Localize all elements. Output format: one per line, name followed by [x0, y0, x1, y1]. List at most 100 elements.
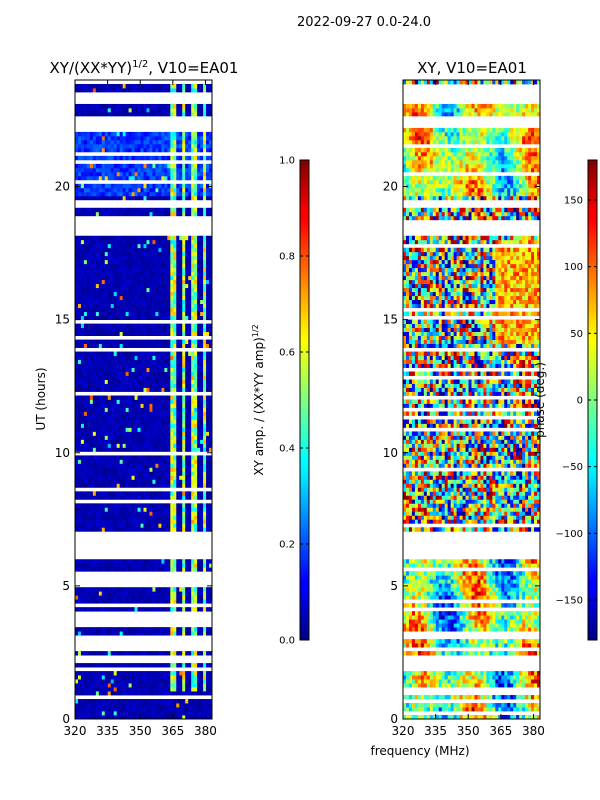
heatmap-cell [134, 367, 138, 372]
heatmap-cell [143, 251, 147, 257]
heatmap-cell [140, 699, 144, 704]
heatmap-cell [107, 483, 112, 488]
heatmap-cell [131, 251, 135, 257]
heatmap-cell [107, 107, 112, 113]
heatmap-cell [182, 143, 186, 149]
heatmap-cell [188, 515, 192, 520]
heatmap-cell [197, 471, 201, 476]
heatmap-cell [185, 475, 189, 480]
heatmap-cell [179, 191, 183, 197]
heatmap-cell [164, 563, 168, 568]
heatmap-cell [170, 431, 174, 436]
heatmap-cell [161, 515, 165, 520]
heatmap-cell [89, 491, 94, 496]
heatmap-cell [200, 171, 204, 177]
heatmap-cell [191, 167, 195, 173]
heatmap-cell [95, 443, 100, 448]
heatmap-cell [80, 467, 85, 472]
heatmap-cell [206, 263, 210, 269]
heatmap-cell [113, 427, 118, 432]
heatmap-cell [137, 131, 141, 137]
heatmap-cell [86, 491, 91, 496]
heatmap-cell [110, 651, 115, 656]
heatmap-cell [75, 315, 79, 321]
heatmap-cell [83, 259, 88, 265]
heatmap-cell [140, 563, 144, 568]
heatmap-cell [185, 343, 189, 348]
heatmap-cell [182, 519, 186, 524]
heatmap-cell [167, 671, 171, 676]
heatmap-cell [209, 407, 212, 412]
heatmap-cell [155, 471, 159, 476]
heatmap-cell [182, 503, 186, 508]
heatmap-cell [83, 471, 88, 476]
heatmap-cell [197, 523, 201, 528]
heatmap-cell [173, 599, 177, 604]
heatmap-cell [92, 455, 97, 460]
heatmap-cell [122, 331, 127, 336]
heatmap-cell [101, 395, 106, 400]
heatmap-cell [83, 463, 88, 468]
heatmap-cell [80, 675, 85, 680]
heatmap-cell [125, 591, 130, 596]
heatmap-cell [122, 491, 127, 496]
heatmap-cell [95, 379, 100, 384]
heatmap-cell [167, 443, 171, 448]
heatmap-cell [107, 163, 112, 169]
heatmap-cell [206, 163, 210, 169]
heatmap-cell [83, 191, 88, 197]
heatmap-cell [101, 207, 106, 213]
heatmap-cell [140, 295, 144, 301]
heatmap-cell [137, 591, 141, 596]
heatmap-cell [188, 291, 192, 297]
heatmap-cell [197, 367, 201, 372]
heatmap-cell [206, 243, 210, 249]
heatmap-cell [206, 687, 210, 692]
heatmap-cell [89, 459, 94, 464]
heatmap-cell [131, 147, 135, 153]
heatmap-cell [173, 323, 177, 329]
heatmap-cell [161, 651, 165, 656]
heatmap-cell [131, 155, 135, 161]
heatmap-cell [128, 663, 132, 668]
heatmap-cell [140, 431, 144, 436]
heatmap-cell [182, 447, 186, 452]
heatmap-cell [104, 271, 109, 277]
heatmap-cell [143, 191, 147, 197]
heatmap-cell [113, 311, 118, 317]
heatmap-cell [80, 495, 85, 500]
heatmap-cell [173, 495, 177, 500]
heatmap-cell [140, 443, 144, 448]
heatmap-cell [101, 195, 106, 201]
heatmap-cell [92, 687, 97, 692]
heatmap-cell [149, 511, 153, 516]
heatmap-cell [158, 675, 162, 680]
heatmap-cell [128, 567, 132, 572]
heatmap-cell [134, 163, 138, 169]
heatmap-cell [161, 163, 165, 169]
heatmap-cell [203, 279, 207, 285]
heatmap-cell [95, 291, 100, 297]
heatmap-cell [167, 175, 171, 181]
heatmap-cell [206, 283, 210, 289]
heatmap-cell [101, 239, 106, 245]
heatmap-cell [116, 167, 121, 173]
heatmap-cell [197, 479, 201, 484]
heatmap-cell [152, 455, 156, 460]
heatmap-cell [110, 459, 115, 464]
heatmap-cell [161, 143, 165, 149]
heatmap-cell [86, 595, 91, 600]
heatmap-cell [191, 307, 195, 313]
heatmap-cell [131, 303, 135, 309]
heatmap-cell [167, 147, 171, 153]
heatmap-cell [77, 239, 82, 245]
heatmap-cell [122, 239, 127, 245]
heatmap-cell [179, 111, 183, 117]
heatmap-cell [158, 239, 162, 245]
heatmap-cell [110, 407, 115, 412]
heatmap-cell [104, 307, 109, 313]
heatmap-cell [209, 627, 212, 632]
heatmap-cell [152, 591, 156, 596]
heatmap-cell [194, 327, 198, 332]
heatmap-cell [110, 415, 115, 420]
